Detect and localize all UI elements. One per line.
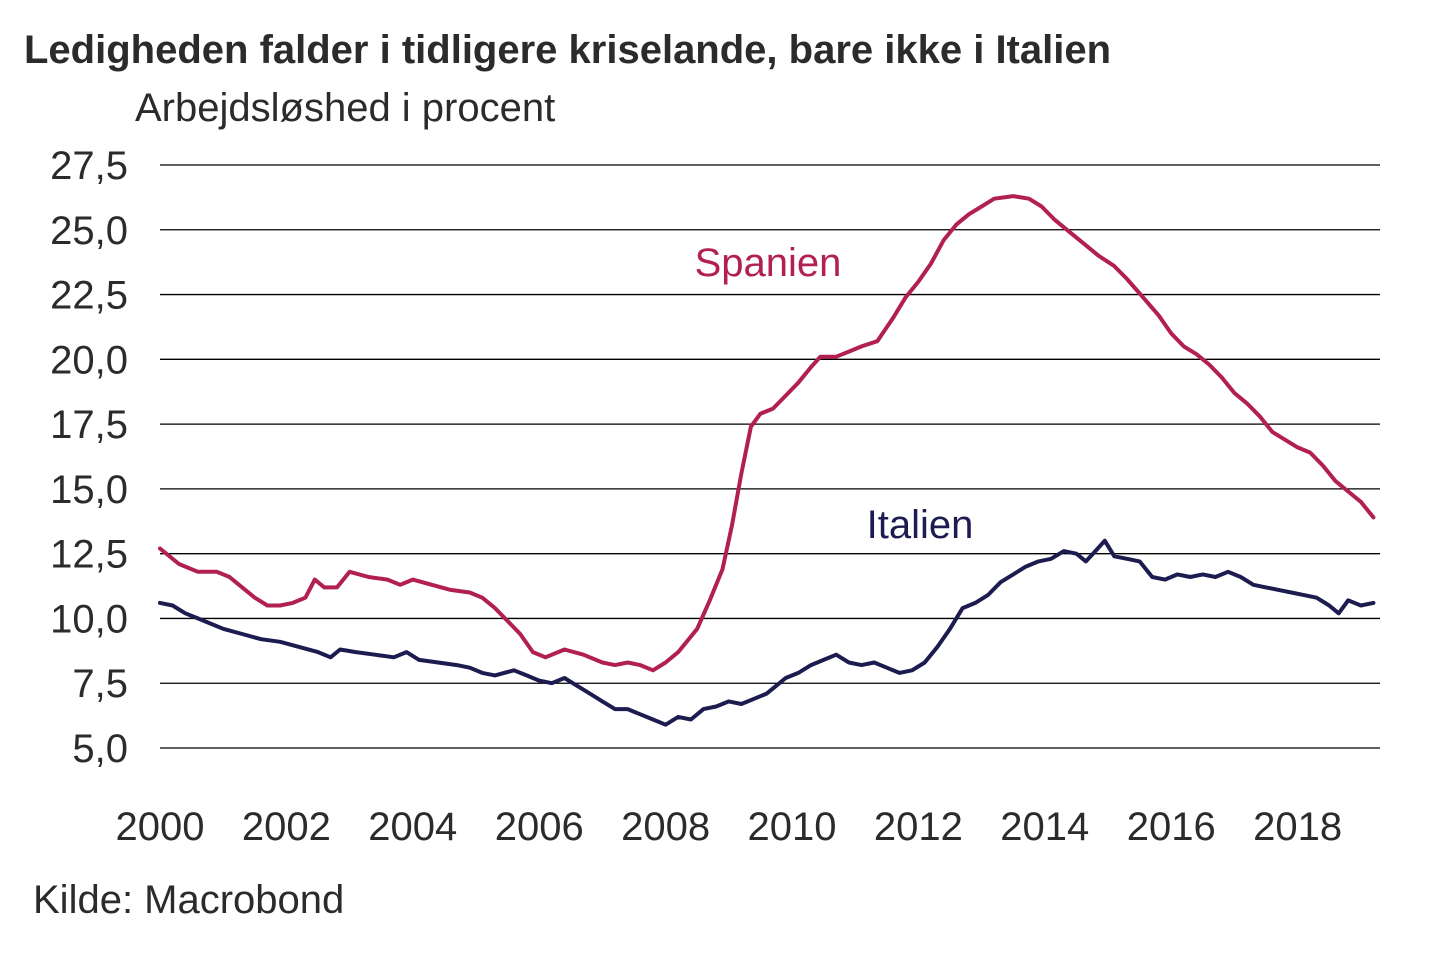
x-tick-label: 2010	[748, 805, 837, 849]
y-tick-label: 17,5	[50, 403, 128, 447]
y-tick-label: 22,5	[50, 274, 128, 318]
chart-title: Ledigheden falder i tidligere kriselande…	[24, 28, 1112, 72]
y-tick-label: 12,5	[50, 533, 128, 577]
x-tick-label: 2018	[1253, 805, 1342, 849]
x-tick-label: 2014	[1000, 805, 1089, 849]
series-label-italien: Italien	[867, 503, 974, 547]
y-tick-label: 25,0	[50, 209, 128, 253]
source-note: Kilde: Macrobond	[33, 878, 345, 922]
y-tick-label: 20,0	[50, 338, 128, 382]
x-tick-label: 2016	[1127, 805, 1216, 849]
x-tick-label: 2012	[874, 805, 963, 849]
gridlines	[160, 164, 1380, 749]
series-lines	[158, 194, 1376, 727]
y-axis-label: Arbejdsløshed i procent	[135, 86, 556, 130]
y-tick-label: 7,5	[72, 662, 128, 706]
x-tick-label: 2000	[116, 805, 205, 849]
x-tick-label: 2004	[368, 805, 457, 849]
x-axis-ticks: 2000 2002 2004 2006 2008 2010 2012 2014 2016 2018	[116, 805, 1343, 849]
y-axis-ticks: 5,0 7,5 10,0 12,5 15,0 17,5 20,0 22,5 25,0 27,5	[50, 144, 128, 771]
series-label-spanien: Spanien	[695, 241, 842, 285]
y-tick-label: 15,0	[50, 468, 128, 512]
x-tick-label: 2002	[242, 805, 331, 849]
x-tick-label: 2006	[495, 805, 584, 849]
y-tick-label: 5,0	[72, 727, 128, 771]
series-line-italien	[158, 538, 1376, 727]
y-tick-label: 10,0	[50, 597, 128, 641]
x-tick-label: 2008	[621, 805, 710, 849]
y-tick-label: 27,5	[50, 144, 128, 188]
series-line-spanien	[158, 194, 1376, 673]
